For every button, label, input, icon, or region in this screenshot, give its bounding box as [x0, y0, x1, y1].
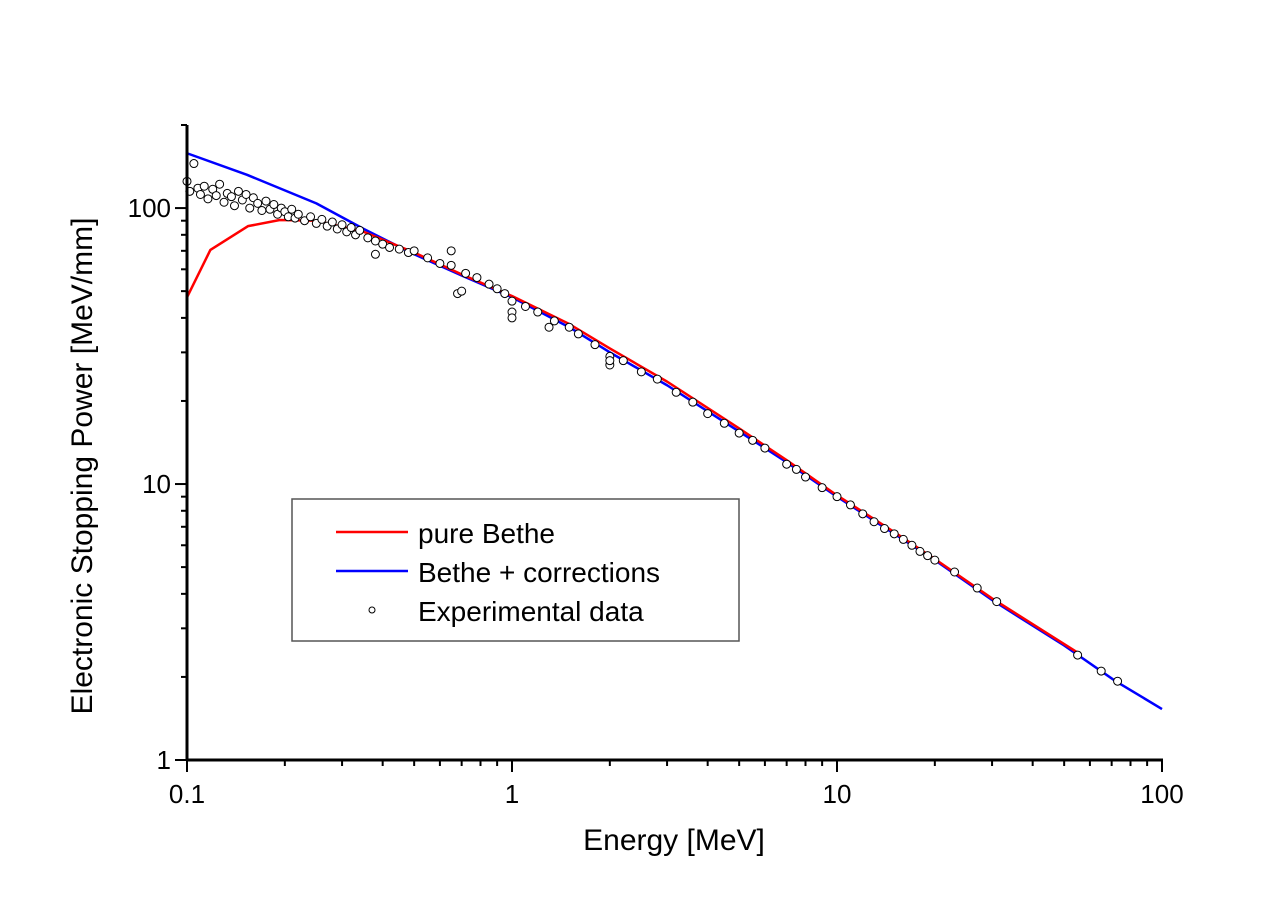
data-point-experimental-data: [801, 472, 811, 482]
data-point-experimental-data: [573, 329, 583, 339]
data-point-experimental-data: [544, 322, 554, 332]
data-point-experimental-data: [385, 242, 395, 252]
data-point-experimental-data: [950, 567, 960, 577]
data-point-experimental-data: [605, 356, 615, 366]
data-point-experimental-data: [972, 583, 982, 593]
data-point-experimental-data: [363, 233, 373, 243]
data-point-experimental-data: [688, 397, 698, 407]
data-point-experimental-data: [590, 340, 600, 350]
y-tick-label: 10: [142, 469, 171, 499]
y-tick-label: 1: [157, 745, 171, 775]
data-point-experimental-data: [760, 443, 770, 453]
data-point-experimental-data: [500, 289, 510, 299]
data-point-experimental-data: [229, 201, 239, 211]
data-point-experimental-data: [845, 500, 855, 510]
legend-marker-experimental: [368, 606, 376, 614]
x-axis-label: Energy [MeV]: [583, 824, 765, 857]
legend: pure Bethe Bethe + corrections Experimen…: [291, 498, 740, 642]
data-point-experimental-data: [782, 459, 792, 469]
legend-label-bethe-corrections: Bethe + corrections: [418, 557, 660, 588]
data-point-experimental-data: [189, 159, 199, 169]
data-point-experimental-data: [1073, 650, 1083, 660]
data-point-experimental-data: [930, 555, 940, 565]
data-point-experimental-data: [817, 483, 827, 493]
data-point-experimental-data: [507, 296, 517, 306]
data-point-experimental-data: [215, 179, 225, 189]
legend-label-experimental: Experimental data: [418, 596, 644, 627]
data-point-experimental-data: [203, 194, 213, 204]
data-point-experimental-data: [748, 435, 758, 445]
data-point-experimental-data: [287, 204, 297, 214]
data-point-experimental-data: [293, 209, 303, 219]
data-point-experimental-data: [195, 189, 205, 199]
data-point-experimental-data: [306, 212, 316, 222]
data-point-experimental-data: [211, 191, 221, 201]
data-point-experimental-data: [233, 186, 243, 196]
data-point-experimental-data: [832, 492, 842, 502]
data-point-experimental-data: [507, 313, 517, 323]
data-point-experimental-data: [734, 428, 744, 438]
x-tick-label: 0.1: [169, 779, 205, 809]
x-tick-label: 10: [823, 779, 852, 809]
data-point-experimental-data: [992, 597, 1002, 607]
data-point-experimental-data: [869, 517, 879, 527]
data-point-experimental-data: [435, 258, 445, 268]
legend-label-pure-bethe: pure Bethe: [418, 518, 555, 549]
data-point-experimental-data: [923, 551, 933, 561]
data-point-experimental-data: [219, 197, 229, 207]
data-point-experimental-data: [618, 356, 628, 366]
data-point-experimental-data: [355, 225, 365, 235]
y-tick-label: 100: [128, 193, 171, 223]
data-point-experimental-data: [269, 200, 279, 210]
data-point-experimental-data: [446, 260, 456, 270]
data-point-experimental-data: [394, 244, 404, 254]
data-point-experimental-data: [671, 387, 681, 397]
data-point-experimental-data: [457, 286, 467, 296]
data-point-experimental-data: [337, 220, 347, 230]
data-point-experimental-data: [253, 198, 263, 208]
x-tick-label: 1: [505, 779, 519, 809]
data-point-experimental-data: [907, 540, 917, 550]
y-axis-label: Electronic Stopping Power [MeV/mm]: [66, 218, 99, 715]
data-point-experimental-data: [446, 246, 456, 256]
data-point-experimental-data: [858, 509, 868, 519]
data-point-experimental-data: [564, 322, 574, 332]
data-point-experimental-data: [879, 524, 889, 534]
data-point-experimental-data: [889, 529, 899, 539]
data-point-experimental-data: [241, 189, 251, 199]
data-point-experimental-data: [317, 214, 327, 224]
data-point-experimental-data: [484, 279, 494, 289]
data-point-experimental-data: [261, 196, 271, 206]
data-point-experimental-data: [719, 418, 729, 428]
data-point-experimental-data: [461, 268, 471, 278]
data-point-experimental-data: [199, 181, 209, 191]
data-point-experimental-data: [915, 546, 925, 556]
data-point-experimental-data: [636, 367, 646, 377]
data-point-experimental-data: [703, 409, 713, 419]
data-point-experimental-data: [257, 205, 267, 215]
data-point-experimental-data: [472, 273, 482, 283]
data-point-experimental-data: [1113, 676, 1123, 686]
data-point-experimental-data: [226, 192, 236, 202]
data-point-experimental-data: [370, 236, 380, 246]
data-point-experimental-data: [327, 217, 337, 227]
data-point-experimental-data: [898, 534, 908, 544]
x-tick-label: 100: [1140, 779, 1183, 809]
data-point-experimental-data: [346, 223, 356, 233]
data-point-experimental-data: [492, 284, 502, 294]
data-point-experimental-data: [549, 316, 559, 326]
data-point-experimental-data: [423, 253, 433, 263]
data-point-experimental-data: [370, 249, 380, 259]
data-point-experimental-data: [652, 374, 662, 384]
data-point-experimental-data: [409, 246, 419, 256]
data-point-experimental-data: [533, 307, 543, 317]
data-point-experimental-data: [1096, 666, 1106, 676]
data-point-experimental-data: [520, 301, 530, 311]
data-point-experimental-data: [245, 203, 255, 213]
data-point-experimental-data: [791, 464, 801, 474]
